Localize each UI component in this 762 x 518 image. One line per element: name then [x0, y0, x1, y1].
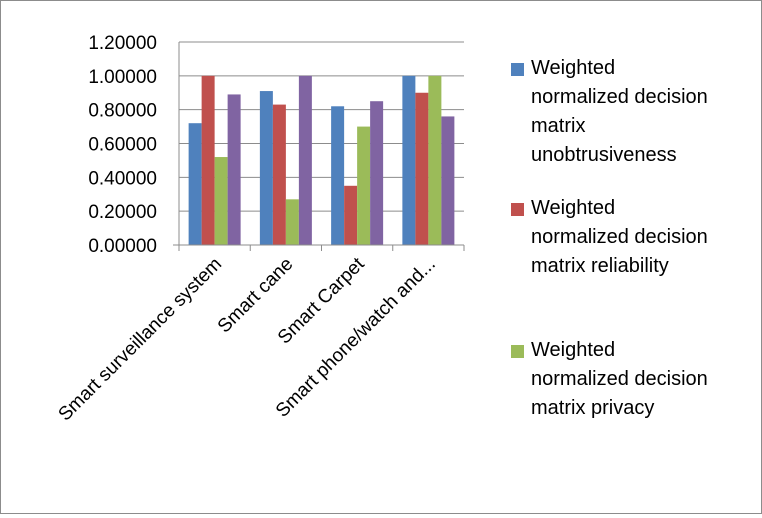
legend-label: normalized decision — [531, 368, 708, 390]
legend-label: matrix — [531, 115, 585, 137]
legend-label: normalized decision — [531, 226, 708, 248]
legend-label: Weighted — [531, 57, 615, 79]
axes — [173, 42, 465, 251]
bars — [188, 75, 455, 246]
legend-swatch — [511, 345, 524, 358]
bar — [188, 123, 202, 245]
bar — [428, 75, 442, 245]
legend-label: Weighted — [531, 197, 615, 219]
bar — [285, 199, 299, 245]
y-tick-label: 1.20000 — [88, 33, 157, 54]
legend-label: unobtrusiveness — [531, 144, 677, 166]
legend-swatch — [511, 203, 524, 216]
y-axis-ticks: 0.00000 0.20000 0.40000 0.60000 0.80000 1.000… — [88, 33, 157, 257]
legend-label: normalized decision — [531, 86, 708, 108]
bar — [331, 106, 345, 246]
bar — [402, 75, 416, 245]
bar — [415, 92, 429, 245]
legend-label: Weighted — [531, 339, 615, 361]
bar — [357, 126, 371, 245]
bar — [227, 94, 241, 245]
legend: Weighted normalized decision matrix unobtru… — [511, 57, 708, 419]
bar — [214, 157, 228, 245]
y-tick-label: 1.00000 — [88, 67, 157, 88]
x-category-label: Smart surveillance system — [55, 254, 227, 426]
y-tick-label: 0.60000 — [88, 135, 157, 156]
y-tick-label: 0.00000 — [88, 236, 157, 257]
y-tick-label: 0.80000 — [88, 101, 157, 122]
bar — [441, 116, 455, 245]
bar — [201, 75, 215, 245]
legend-label: matrix privacy — [531, 397, 654, 419]
legend-swatch — [511, 63, 524, 76]
bar — [344, 185, 358, 245]
y-tick-label: 0.40000 — [88, 168, 157, 189]
y-tick-label: 0.20000 — [88, 202, 157, 223]
bar — [370, 101, 384, 245]
bar — [298, 75, 312, 245]
bar — [272, 104, 286, 245]
legend-label: matrix reliability — [531, 255, 669, 277]
bar — [259, 91, 273, 245]
